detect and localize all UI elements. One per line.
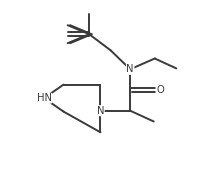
Text: O: O bbox=[155, 85, 163, 95]
Text: N: N bbox=[96, 106, 104, 116]
Text: HN: HN bbox=[36, 93, 51, 103]
Text: N: N bbox=[126, 64, 133, 74]
